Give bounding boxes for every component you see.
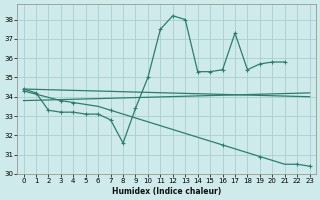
X-axis label: Humidex (Indice chaleur): Humidex (Indice chaleur) xyxy=(112,187,221,196)
